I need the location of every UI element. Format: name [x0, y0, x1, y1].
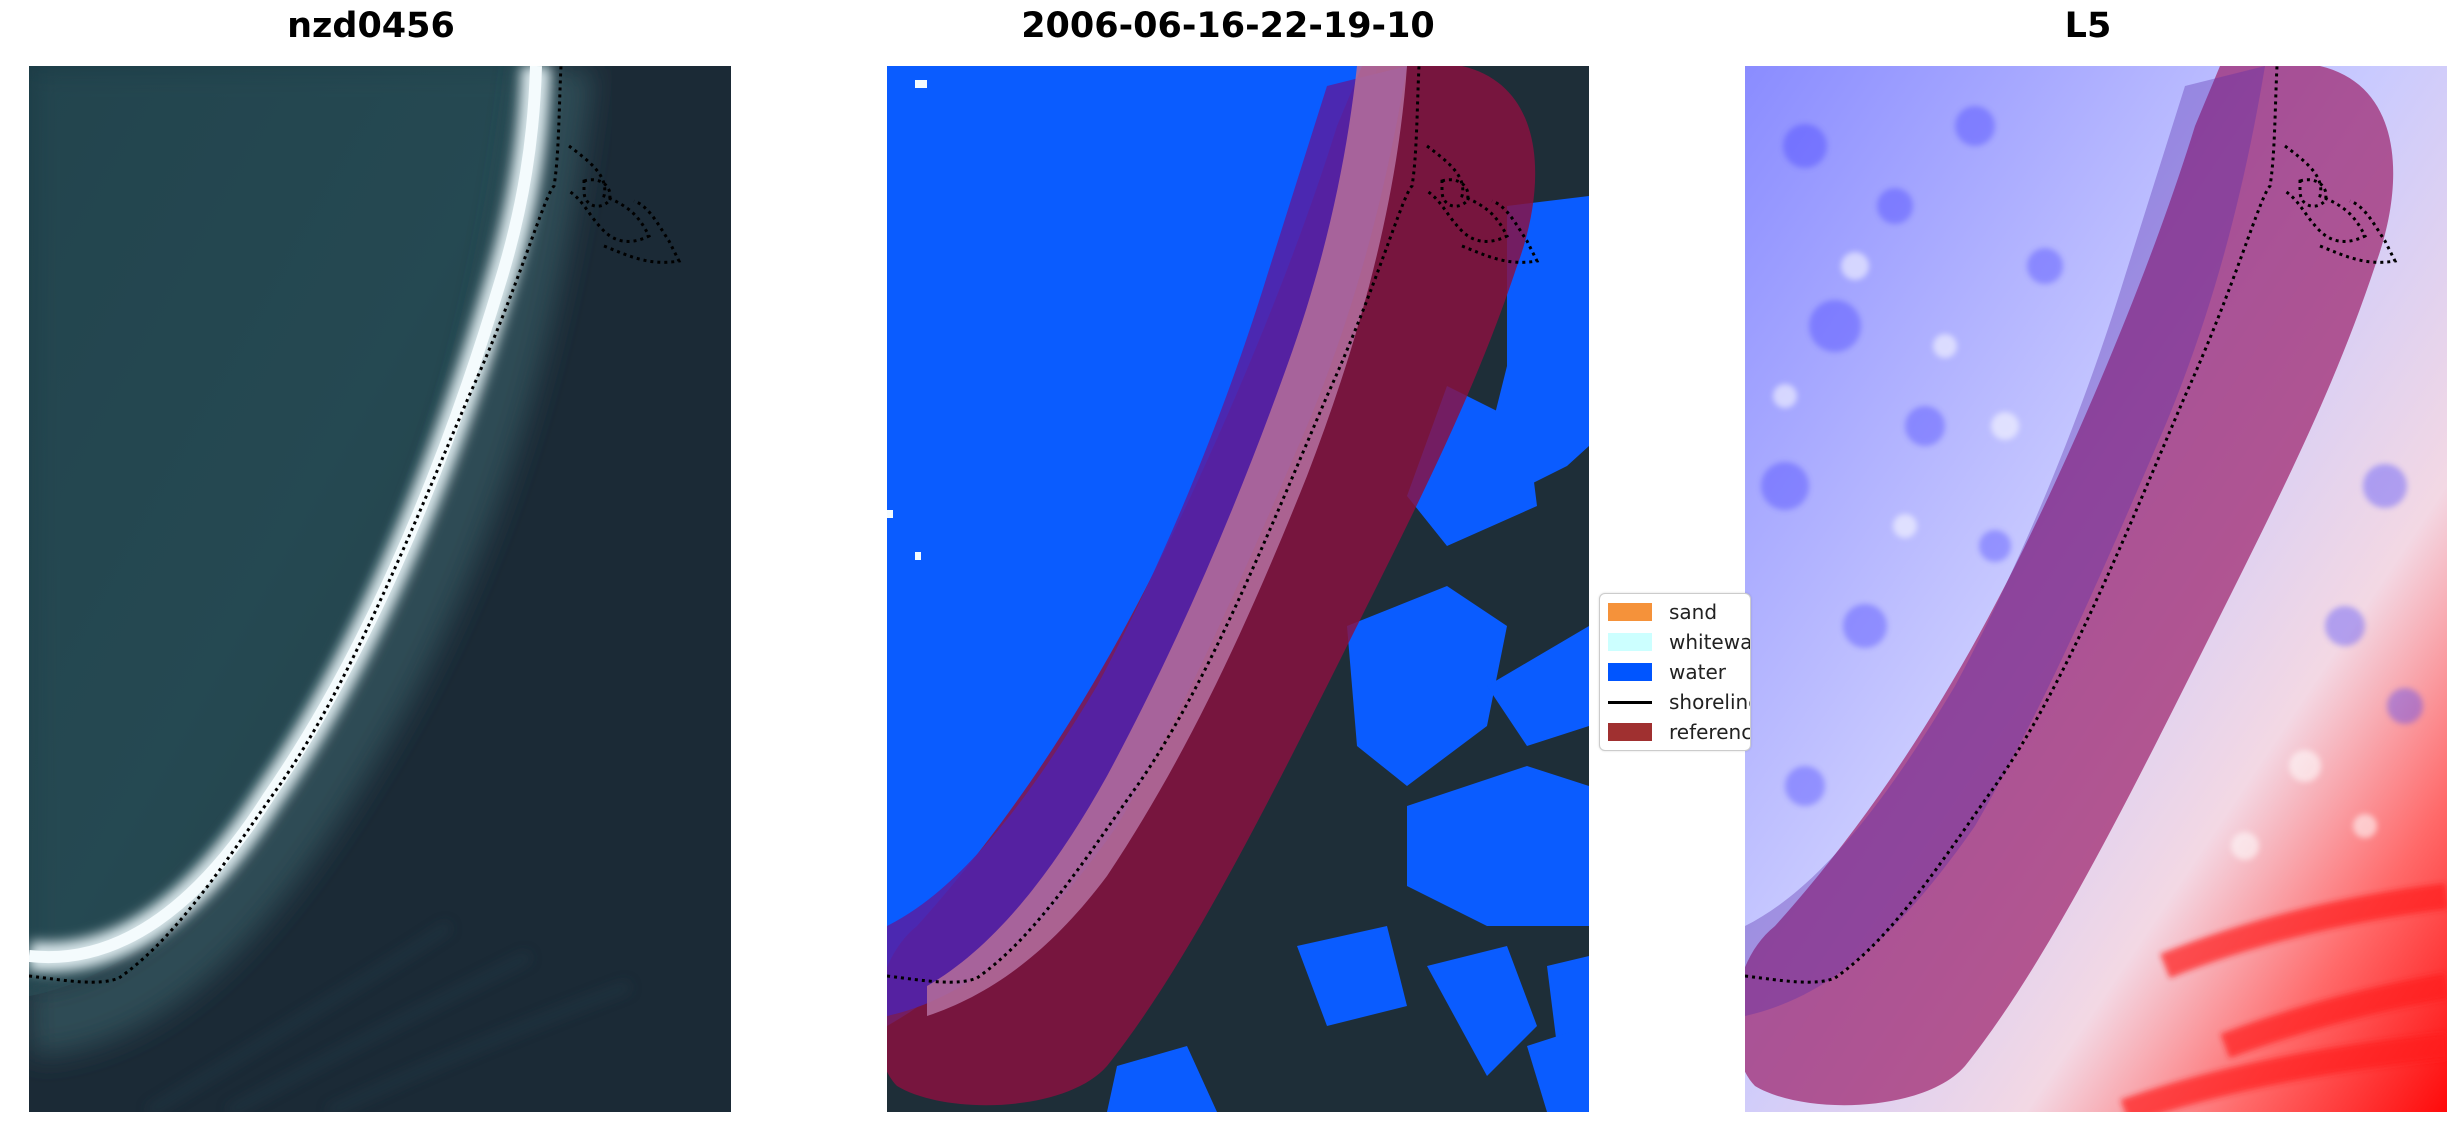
- shoreline-line: [887, 66, 1540, 984]
- whitewater-swatch: [1608, 633, 1652, 651]
- legend-item-shoreline: shoreline: [1608, 690, 1750, 714]
- legend-label-whitewater: whitewater: [1669, 630, 1751, 654]
- legend-item-reference: reference: [1608, 720, 1750, 744]
- index-map: [1745, 66, 2447, 1112]
- legend-label-shoreline: shoreline: [1669, 690, 1750, 714]
- legend-label-sand: sand: [1669, 600, 1718, 624]
- legend-item-water: water: [1608, 660, 1726, 684]
- legend-item-sand: sand: [1608, 600, 1717, 624]
- panel-title-classification: 2006-06-16-22-19-10: [1021, 6, 1435, 46]
- panel-title-image: nzd0456: [287, 6, 455, 46]
- shoreline-line: [1745, 66, 2398, 984]
- legend-label-water: water: [1669, 660, 1726, 684]
- classification-map: [887, 66, 1589, 1112]
- panel-title-index: L5: [2064, 6, 2112, 46]
- reference-buffer: [887, 66, 1536, 1106]
- sand-swatch: [1608, 603, 1652, 621]
- reference-swatch: [1608, 723, 1652, 741]
- satellite-image: [29, 66, 731, 1112]
- classification-panel: [887, 66, 1589, 1112]
- water-swatch: [1608, 663, 1652, 681]
- reference-buffer: [1745, 66, 2394, 1106]
- satellite-image-panel: [29, 66, 731, 1112]
- legend-item-whitewater: whitewater: [1608, 630, 1751, 654]
- index-panel: [1745, 66, 2447, 1112]
- legend-label-reference: reference: [1669, 720, 1750, 744]
- legend: sand whitewater water shoreline referenc…: [1599, 593, 1751, 751]
- shoreline-swatch: [1608, 700, 1652, 704]
- shoreline-line: [29, 66, 682, 984]
